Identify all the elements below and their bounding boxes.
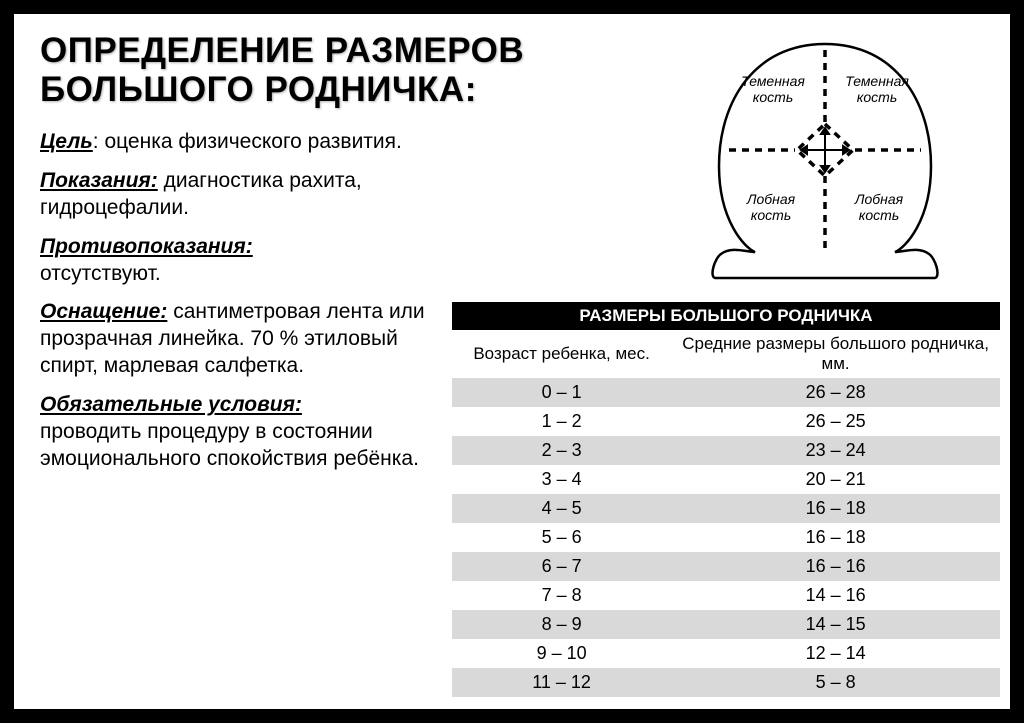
indications-label: Показания: — [40, 169, 158, 192]
fontanelle-table: РАЗМЕРЫ БОЛЬШОГО РОДНИЧКА Возраст ребенк… — [452, 302, 1000, 697]
cell-age: 7 – 8 — [452, 581, 671, 610]
cell-size: 20 – 21 — [671, 465, 1000, 494]
slide: ОПРЕДЕЛЕНИЕ РАЗМЕРОВ БОЛЬШОГО РОДНИЧКА: … — [14, 14, 1010, 709]
section-conditions: Обязательные условия: проводить процедур… — [40, 392, 440, 473]
cell-size: 12 – 14 — [671, 639, 1000, 668]
table-row: 8 – 914 – 15 — [452, 610, 1000, 639]
label-frontal-right-2: кость — [859, 207, 899, 223]
cell-size: 14 – 15 — [671, 610, 1000, 639]
col-age-header: Возраст ребенка, мес. — [452, 330, 671, 378]
goal-text: : оценка физического развития. — [93, 130, 402, 153]
cell-size: 23 – 24 — [671, 436, 1000, 465]
table-row: 0 – 126 – 28 — [452, 378, 1000, 407]
table-row: 9 – 1012 – 14 — [452, 639, 1000, 668]
table-title: РАЗМЕРЫ БОЛЬШОГО РОДНИЧКА — [452, 302, 1000, 330]
cell-size: 26 – 28 — [671, 378, 1000, 407]
label-parietal-right-2: кость — [857, 89, 897, 105]
conditions-label: Обязательные условия: — [40, 393, 302, 416]
cell-age: 2 – 3 — [452, 436, 671, 465]
table-row: 11 – 125 – 8 — [452, 668, 1000, 697]
cell-age: 6 – 7 — [452, 552, 671, 581]
left-column: Цель: оценка физического развития. Показ… — [40, 129, 440, 485]
cell-size: 14 – 16 — [671, 581, 1000, 610]
sizes-table: Возраст ребенка, мес. Средние размеры бо… — [452, 330, 1000, 697]
cell-size: 16 – 18 — [671, 523, 1000, 552]
label-parietal-left: Теменная — [741, 73, 805, 89]
table-body: 0 – 126 – 281 – 226 – 252 – 323 – 243 – … — [452, 378, 1000, 697]
goal-label: Цель — [40, 130, 93, 153]
label-frontal-left-2: кость — [751, 207, 791, 223]
skull-diagram: Теменная кость Теменная кость Лобная кос… — [685, 26, 965, 286]
label-parietal-left-2: кость — [753, 89, 793, 105]
cell-age: 11 – 12 — [452, 668, 671, 697]
table-row: 4 – 516 – 18 — [452, 494, 1000, 523]
table-row: 1 – 226 – 25 — [452, 407, 1000, 436]
cell-size: 26 – 25 — [671, 407, 1000, 436]
section-goal: Цель: оценка физического развития. — [40, 129, 440, 156]
skull-svg: Теменная кость Теменная кость Лобная кос… — [685, 26, 965, 286]
cell-age: 4 – 5 — [452, 494, 671, 523]
table-row: 5 – 616 – 18 — [452, 523, 1000, 552]
conditions-text: проводить процедуру в состоянии эмоциона… — [40, 420, 419, 470]
contra-text: отсутствуют. — [40, 262, 161, 285]
table-row: 2 – 323 – 24 — [452, 436, 1000, 465]
table-row: 7 – 814 – 16 — [452, 581, 1000, 610]
contra-label: Противопоказания: — [40, 235, 253, 258]
cell-age: 5 – 6 — [452, 523, 671, 552]
title-line-1: ОПРЕДЕЛЕНИЕ РАЗМЕРОВ — [40, 31, 524, 70]
label-frontal-right: Лобная — [854, 191, 904, 207]
cell-age: 3 – 4 — [452, 465, 671, 494]
cell-size: 16 – 18 — [671, 494, 1000, 523]
cell-size: 16 – 16 — [671, 552, 1000, 581]
cell-age: 9 – 10 — [452, 639, 671, 668]
section-contra: Противопоказания: отсутствуют. — [40, 234, 440, 288]
title-line-2: БОЛЬШОГО РОДНИЧКА: — [40, 70, 477, 109]
section-indications: Показания: диагностика рахита, гидроцефа… — [40, 168, 440, 222]
table-row: 3 – 420 – 21 — [452, 465, 1000, 494]
section-equip: Оснащение: сантиметровая лента или прозр… — [40, 299, 440, 380]
cell-size: 5 – 8 — [671, 668, 1000, 697]
equip-label: Оснащение: — [40, 300, 167, 323]
cell-age: 0 – 1 — [452, 378, 671, 407]
table-header-row: Возраст ребенка, мес. Средние размеры бо… — [452, 330, 1000, 378]
label-frontal-left: Лобная — [746, 191, 796, 207]
table-row: 6 – 716 – 16 — [452, 552, 1000, 581]
cell-age: 1 – 2 — [452, 407, 671, 436]
label-parietal-right: Теменная — [845, 73, 909, 89]
cell-age: 8 – 9 — [452, 610, 671, 639]
col-size-header: Средние размеры большого родничка, мм. — [671, 330, 1000, 378]
